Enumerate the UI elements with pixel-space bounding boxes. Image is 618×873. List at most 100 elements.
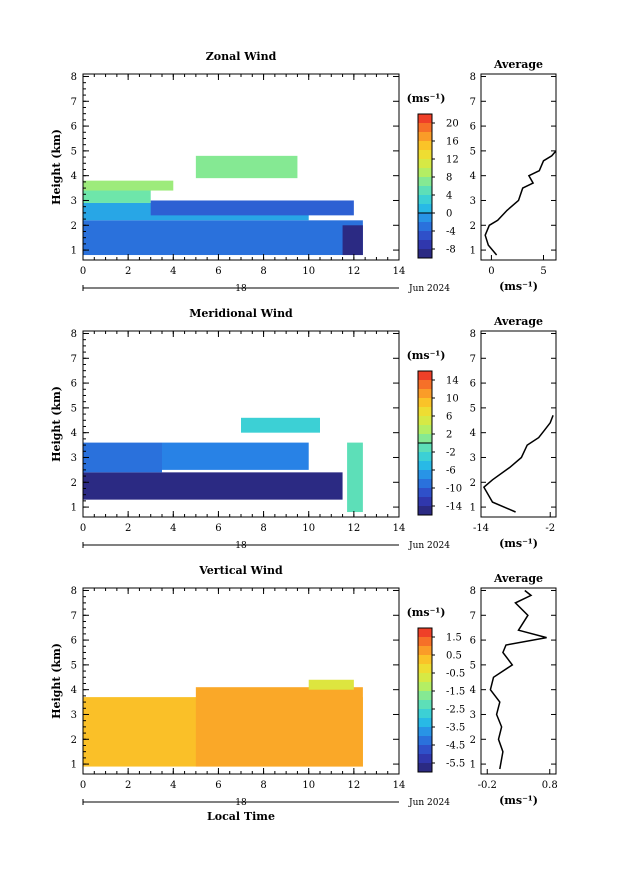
y-axis-label: Height (km) xyxy=(50,129,63,205)
y-tick-label: 8 xyxy=(71,329,77,340)
y-tick-label: 8 xyxy=(71,72,77,83)
colorbar-tick-label: 4 xyxy=(446,191,452,202)
colorbar-segment xyxy=(418,664,432,674)
colorbar-segment xyxy=(418,240,432,250)
colorbar-segment xyxy=(418,718,432,728)
colorbar-tick-label: 0 xyxy=(446,209,452,220)
y-tick-label: 5 xyxy=(71,660,77,671)
colorbar-segment xyxy=(418,691,432,701)
profile-y-label: 7 xyxy=(470,97,476,108)
heatmap-cell xyxy=(308,679,354,690)
colorbar-segment xyxy=(418,727,432,737)
colorbar-segment xyxy=(418,398,432,408)
x-tick-label: 4 xyxy=(170,780,176,791)
colorbar-tick-label: 0.5 xyxy=(446,651,462,662)
profile-title: Average xyxy=(493,315,543,328)
colorbar-frame xyxy=(417,113,433,259)
y-tick-label: 1 xyxy=(71,503,77,514)
colorbar-segment xyxy=(418,452,432,462)
profile-y-label: 5 xyxy=(470,146,476,157)
x-tick-label: 8 xyxy=(260,780,266,791)
colorbar-segment xyxy=(418,434,432,444)
profile-x-label: -14 xyxy=(473,523,489,534)
profile-x-label: -2 xyxy=(545,523,555,534)
profile-y-label: 2 xyxy=(470,735,476,746)
colorbar-frame xyxy=(417,627,433,773)
colorbar-tick-label: -8 xyxy=(446,245,456,256)
profile-x-label: -0.2 xyxy=(478,780,497,791)
heatmap-cell xyxy=(342,225,363,256)
profile-line xyxy=(484,150,557,256)
profile-y-label: 7 xyxy=(470,354,476,365)
colorbar-segment xyxy=(418,425,432,435)
profile-y-label: 6 xyxy=(470,636,476,647)
profile-y-label: 4 xyxy=(470,171,476,182)
heatmap-cell xyxy=(195,155,298,179)
y-tick-label: 7 xyxy=(71,354,77,365)
y-tick-label: 1 xyxy=(71,760,77,771)
heatmap-cell xyxy=(150,200,354,216)
colorbar-segment xyxy=(418,461,432,471)
profile-y-label: 3 xyxy=(470,196,476,207)
y-tick-label: 4 xyxy=(71,171,77,182)
colorbar-segment xyxy=(418,204,432,214)
x-tick-label: 8 xyxy=(260,523,266,534)
colorbar-tick-label: -1.5 xyxy=(446,687,465,698)
date-label: Jun 2024 xyxy=(408,798,450,808)
profile-y-label: 6 xyxy=(470,122,476,133)
colorbar-segment xyxy=(418,497,432,507)
colorbar-segment xyxy=(418,231,432,241)
profile-frame xyxy=(480,73,557,261)
colorbar-segment xyxy=(418,646,432,656)
colorbar-segment xyxy=(418,186,432,196)
colorbar-segment xyxy=(418,763,432,773)
day-label: 18 xyxy=(235,284,247,294)
colorbar-tick-label: -14 xyxy=(446,502,462,513)
profile-y-label: 6 xyxy=(470,379,476,390)
x-tick-label: 0 xyxy=(80,266,86,277)
profile-y-label: 4 xyxy=(470,685,476,696)
colorbar-segment xyxy=(418,682,432,692)
panel-title: Meridional Wind xyxy=(189,307,293,320)
x-tick-label: 2 xyxy=(125,266,131,277)
x-tick-label: 6 xyxy=(215,266,221,277)
panel-title: Vertical Wind xyxy=(198,564,283,577)
profile-unit: (ms⁻¹) xyxy=(499,280,538,293)
colorbar-segment xyxy=(418,123,432,133)
heatmap-cell xyxy=(195,687,363,767)
colorbar-tick-label: 2 xyxy=(446,430,452,441)
profile-y-label: 2 xyxy=(470,221,476,232)
x-tick-label: 2 xyxy=(125,780,131,791)
colorbar-segment xyxy=(418,470,432,480)
profile-y-label: 5 xyxy=(470,660,476,671)
colorbar-tick-label: 16 xyxy=(446,137,459,148)
colorbar-tick-label: 1.5 xyxy=(446,633,462,644)
profile-line xyxy=(482,415,554,513)
colorbar-segment xyxy=(418,168,432,178)
heatmap-cell xyxy=(83,472,343,500)
heatmap-cell xyxy=(347,442,363,513)
y-tick-label: 6 xyxy=(71,379,77,390)
colorbar-segment xyxy=(418,407,432,417)
profile-x-label: 0.8 xyxy=(542,780,558,791)
profile-y-label: 1 xyxy=(470,246,476,257)
colorbar-tick-label: -2.5 xyxy=(446,705,465,716)
y-tick-label: 2 xyxy=(71,221,77,232)
y-tick-label: 6 xyxy=(71,122,77,133)
colorbar-segment xyxy=(418,754,432,764)
y-tick-label: 8 xyxy=(71,586,77,597)
x-tick-label: 6 xyxy=(215,780,221,791)
colorbar-tick-label: -10 xyxy=(446,484,462,495)
y-tick-label: 5 xyxy=(71,146,77,157)
colorbar-segment xyxy=(418,655,432,665)
x-tick-label: 4 xyxy=(170,266,176,277)
colorbar-segment xyxy=(418,195,432,205)
colorbar-segment xyxy=(418,389,432,399)
y-tick-label: 6 xyxy=(71,636,77,647)
x-tick-label: 10 xyxy=(302,780,315,791)
profile-frame xyxy=(480,330,557,518)
x-tick-label: 12 xyxy=(347,266,360,277)
